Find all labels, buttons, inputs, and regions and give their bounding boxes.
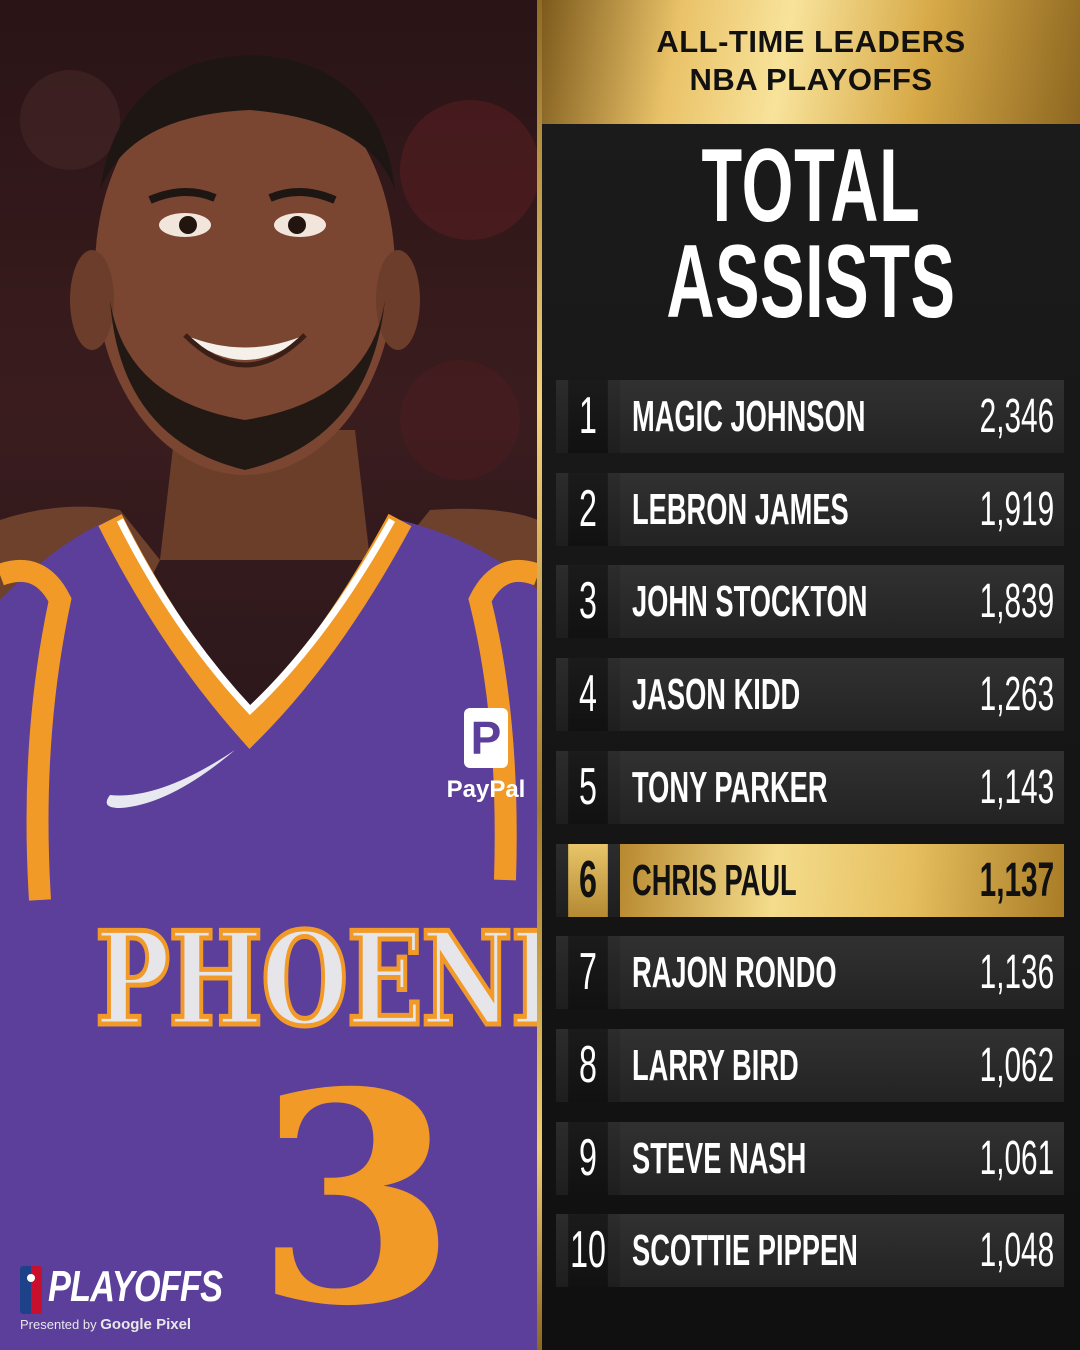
sponsor-patch: P PayPal [440, 708, 532, 818]
leader-row: 9 STEVE NASH 1,061 [556, 1121, 1064, 1195]
nba-logo-icon [20, 1266, 42, 1314]
leader-row: 10 SCOTTIE PIPPEN 1,048 [556, 1214, 1064, 1288]
title-line-1: TOTAL [701, 128, 921, 244]
gold-divider [537, 0, 542, 1350]
leader-value: 1,143 [979, 760, 1054, 814]
leader-row: 3 JOHN STOCKTON 1,839 [556, 565, 1064, 639]
leader-rank: 6 [568, 843, 608, 917]
presented-by-sponsor: Google Pixel [100, 1316, 192, 1333]
leader-row: 6 CHRIS PAUL 1,137 [556, 843, 1064, 917]
leader-rank: 10 [568, 1214, 608, 1288]
playoffs-brand: PLAYOFFS Presented by Google Pixel [20, 1262, 223, 1338]
header-line-2: NBA PLAYOFFS [689, 62, 933, 97]
leader-name: JOHN STOCKTON [632, 577, 868, 627]
leader-name-box [620, 1214, 1064, 1288]
playoffs-wordmark: PLAYOFFS [48, 1262, 223, 1311]
leader-value: 1,048 [979, 1224, 1054, 1278]
leader-rank: 1 [568, 380, 608, 453]
leader-name-box [620, 1121, 1064, 1195]
header-banner: ALL-TIME LEADERS NBA PLAYOFFS [542, 0, 1080, 124]
leader-name-box [620, 472, 1064, 546]
leader-value: 1,062 [979, 1038, 1054, 1092]
leader-rank: 5 [568, 750, 608, 824]
paypal-icon: P [464, 708, 508, 768]
sponsor-label: PayPal [446, 776, 526, 803]
leader-name: STEVE NASH [632, 1133, 807, 1183]
jersey-number: 3 [255, 1030, 457, 1350]
presented-by: Presented by Google Pixel [20, 1316, 191, 1333]
presented-by-label: Presented by [20, 1317, 97, 1332]
leader-name-box [620, 750, 1064, 824]
leader-value: 1,263 [979, 668, 1054, 722]
leader-row: 2 LEBRON JAMES 1,919 [556, 472, 1064, 546]
header-line-1: ALL-TIME LEADERS [656, 24, 966, 59]
leader-name: LEBRON JAMES [632, 484, 849, 534]
leader-rank: 7 [568, 936, 608, 1010]
leader-value: 1,136 [979, 946, 1054, 1000]
leader-rank: 2 [568, 472, 608, 546]
leader-name: RAJON RONDO [632, 948, 837, 998]
leader-row: 7 RAJON RONDO 1,136 [556, 936, 1064, 1010]
leader-row: 5 TONY PARKER 1,143 [556, 750, 1064, 824]
leader-name: MAGIC JOHNSON [632, 392, 866, 441]
leader-value: 1,839 [979, 575, 1054, 629]
leader-name-box [620, 658, 1064, 732]
leader-name: SCOTTIE PIPPEN [632, 1226, 858, 1276]
leader-rank: 4 [568, 658, 608, 732]
leader-row: 8 LARRY BIRD 1,062 [556, 1028, 1064, 1102]
leader-name: CHRIS PAUL [632, 855, 797, 905]
leader-name-box [620, 843, 1064, 917]
leader-name-box [620, 565, 1064, 639]
leader-row: 4 JASON KIDD 1,263 [556, 658, 1064, 732]
leader-value: 1,061 [979, 1131, 1054, 1185]
leader-row: 1 MAGIC JOHNSON 2,346 [556, 380, 1064, 453]
player-photo: PHOENIX 3 P PayPal PLAYOFFS Presented by… [0, 0, 538, 1350]
leader-rank: 3 [568, 565, 608, 639]
leader-name: JASON KIDD [632, 670, 801, 720]
leader-name-box [620, 936, 1064, 1010]
leader-name-box [620, 380, 1064, 453]
leader-rank: 9 [568, 1121, 608, 1195]
leader-value: 1,919 [979, 482, 1054, 536]
jersey-text: PHOENIX [93, 903, 538, 1058]
leader-value: 2,346 [979, 390, 1054, 443]
leader-value: 1,137 [979, 853, 1054, 907]
player-illustration [0, 55, 538, 1350]
leader-name: LARRY BIRD [632, 1040, 799, 1090]
leader-name: TONY PARKER [632, 762, 828, 812]
leaders-panel: ALL-TIME LEADERS NBA PLAYOFFS TOTAL ASSI… [542, 0, 1080, 1350]
leader-rank: 8 [568, 1028, 608, 1102]
title-line-2: ASSISTS [666, 224, 956, 340]
leader-name-box [620, 1028, 1064, 1102]
